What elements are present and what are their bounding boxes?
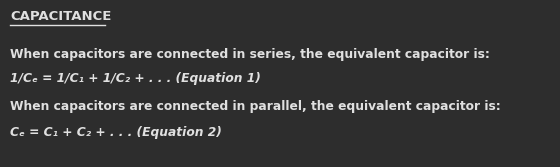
- Text: Cₑ = C₁ + C₂ + . . . (Equation 2): Cₑ = C₁ + C₂ + . . . (Equation 2): [10, 126, 222, 139]
- Text: 1/Cₑ = 1/C₁ + 1/C₂ + . . . (Equation 1): 1/Cₑ = 1/C₁ + 1/C₂ + . . . (Equation 1): [10, 72, 261, 85]
- Text: CAPACITANCE: CAPACITANCE: [10, 10, 111, 23]
- Text: When capacitors are connected in series, the equivalent capacitor is:: When capacitors are connected in series,…: [10, 48, 490, 61]
- Text: When capacitors are connected in parallel, the equivalent capacitor is:: When capacitors are connected in paralle…: [10, 100, 501, 113]
